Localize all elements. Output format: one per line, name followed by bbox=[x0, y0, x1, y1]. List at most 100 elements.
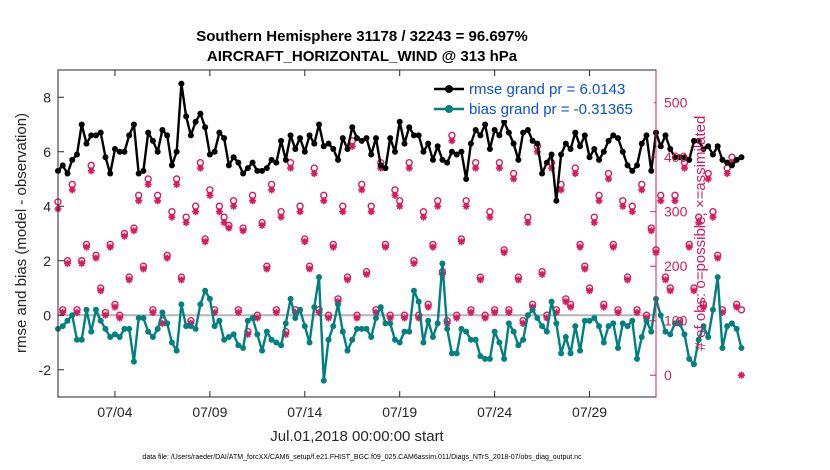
rmse-point bbox=[368, 151, 375, 158]
assimilated-obs-point bbox=[500, 249, 508, 257]
rmse-point bbox=[69, 156, 76, 163]
assimilated-obs-point bbox=[699, 303, 707, 311]
bias-point bbox=[244, 317, 251, 324]
assimilated-obs-point bbox=[272, 309, 280, 317]
bias-point bbox=[173, 347, 180, 354]
rmse-point bbox=[349, 124, 356, 131]
assimilated-obs-point bbox=[120, 232, 128, 240]
rmse-point bbox=[534, 140, 541, 147]
rmse-point bbox=[586, 154, 593, 161]
bias-point bbox=[486, 355, 493, 362]
x-tick-label: 07/04 bbox=[97, 404, 132, 420]
y-left-tick-label: 6 bbox=[43, 144, 51, 160]
data-file-footer: data file: /Users/raeder/DAI/ATM_forcXX/… bbox=[142, 454, 582, 461]
assimilated-obs-point bbox=[348, 142, 356, 150]
chart-title-line-1: Southern Hemisphere 31178 / 32243 = 96.6… bbox=[196, 28, 527, 45]
assimilated-obs-point bbox=[695, 219, 703, 227]
legend-label-bias: bias grand pr = -0.31365 bbox=[469, 101, 633, 118]
bias-point bbox=[111, 331, 118, 338]
bias-point bbox=[316, 274, 323, 281]
bias-point bbox=[539, 323, 546, 330]
assimilated-obs-point bbox=[709, 213, 717, 221]
rmse-point bbox=[524, 126, 531, 133]
bias-point bbox=[391, 336, 398, 343]
assimilated-obs-point bbox=[429, 243, 437, 251]
bias-point bbox=[268, 336, 275, 343]
bias-point bbox=[705, 334, 712, 341]
assimilated-obs-point bbox=[510, 175, 518, 183]
bias-point bbox=[107, 334, 114, 341]
bias-point bbox=[548, 298, 555, 305]
y-right-axis-ticks: 0 100 200 300 400 500 bbox=[650, 70, 688, 397]
bias-point bbox=[306, 339, 313, 346]
bias-point bbox=[178, 301, 185, 308]
x-axis-ticks: 07/04 07/09 07/14 07/19 07/24 07/29 bbox=[97, 70, 607, 420]
assimilated-obs-point bbox=[263, 265, 271, 273]
bias-point bbox=[410, 287, 417, 294]
rmse-point bbox=[733, 156, 740, 163]
assimilated-obs-point bbox=[130, 227, 138, 235]
rmse-point bbox=[387, 135, 394, 142]
assimilated-obs-point bbox=[396, 202, 404, 210]
assimilated-obs-point bbox=[239, 227, 247, 235]
bias-point bbox=[572, 323, 579, 330]
rmse-point bbox=[472, 126, 479, 133]
bias-point bbox=[686, 355, 693, 362]
rmse-point bbox=[244, 165, 251, 172]
y-left-tick-label: 8 bbox=[43, 89, 51, 105]
assimilated-obs-point bbox=[182, 219, 190, 227]
bias-point bbox=[520, 336, 527, 343]
rmse-point bbox=[211, 148, 218, 155]
rmse-point bbox=[287, 132, 294, 139]
assimilated-obs-point bbox=[82, 243, 90, 251]
bias-point bbox=[92, 306, 99, 313]
assimilated-obs-point bbox=[206, 191, 214, 199]
assimilated-obs-point bbox=[419, 213, 427, 221]
bias-point bbox=[225, 334, 232, 341]
assimilated-obs-point bbox=[600, 303, 608, 311]
bias-point bbox=[700, 323, 707, 330]
bias-point bbox=[429, 334, 436, 341]
assimilated-obs-point bbox=[220, 219, 228, 227]
rmse-point bbox=[467, 140, 474, 147]
bias-point bbox=[354, 325, 360, 332]
rmse-point bbox=[107, 170, 114, 177]
assimilated-obs-point bbox=[671, 197, 679, 205]
assimilated-obs-point bbox=[605, 175, 613, 183]
bias-point bbox=[325, 336, 332, 343]
bias-point bbox=[320, 377, 327, 384]
rmse-point bbox=[429, 156, 436, 163]
assimilated-obs-point bbox=[358, 186, 366, 194]
bias-point bbox=[387, 320, 394, 327]
rmse-point bbox=[543, 159, 550, 166]
assimilated-obs-point bbox=[163, 254, 171, 262]
rmse-point bbox=[301, 148, 308, 155]
rmse-point bbox=[501, 118, 508, 125]
assimilated-obs-point bbox=[173, 180, 181, 188]
rmse-point bbox=[197, 110, 204, 117]
bias-point bbox=[59, 323, 66, 330]
bias-point bbox=[292, 314, 299, 321]
assimilated-obs-point bbox=[486, 213, 494, 221]
bias-point bbox=[420, 339, 427, 346]
assimilated-obs-point bbox=[68, 186, 76, 194]
rmse-point bbox=[596, 156, 603, 163]
rmse-point bbox=[510, 140, 517, 147]
assimilated-obs-point bbox=[215, 208, 223, 216]
rmse-point bbox=[306, 132, 313, 139]
bias-point bbox=[605, 323, 612, 330]
assimilated-obs-point bbox=[92, 254, 100, 262]
rmse-point bbox=[354, 135, 360, 142]
bias-point bbox=[363, 325, 370, 332]
assimilated-obs-point bbox=[353, 314, 361, 322]
assimilated-obs-point bbox=[628, 208, 636, 216]
rmse-point bbox=[401, 140, 408, 147]
assimilated-obs-point bbox=[362, 270, 370, 278]
rmse-point bbox=[567, 146, 574, 153]
rmse-point bbox=[558, 151, 565, 158]
rmse-point bbox=[145, 129, 152, 136]
bias-point bbox=[130, 358, 137, 365]
bias-point bbox=[121, 325, 128, 332]
rmse-point bbox=[202, 124, 209, 131]
